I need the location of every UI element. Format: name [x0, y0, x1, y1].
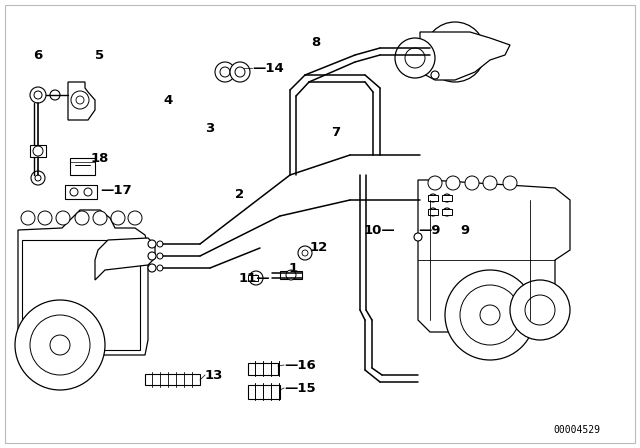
Circle shape	[220, 67, 230, 77]
Polygon shape	[95, 238, 155, 280]
Bar	[22, 240, 140, 350]
Circle shape	[33, 146, 43, 156]
Circle shape	[84, 188, 92, 196]
Circle shape	[157, 253, 163, 259]
Circle shape	[50, 90, 60, 100]
Circle shape	[21, 211, 35, 225]
Text: —16: —16	[284, 358, 316, 371]
Text: —17: —17	[100, 184, 132, 197]
Bar	[428, 209, 438, 215]
Circle shape	[302, 250, 308, 256]
Text: 7: 7	[332, 125, 340, 138]
Circle shape	[460, 285, 520, 345]
Bar	[65, 185, 97, 199]
Text: 13: 13	[205, 369, 223, 382]
Bar	[248, 363, 278, 375]
Circle shape	[428, 176, 442, 190]
Text: 2: 2	[236, 188, 244, 201]
Circle shape	[253, 275, 259, 281]
Text: 4: 4	[163, 94, 173, 107]
Circle shape	[75, 211, 89, 225]
Circle shape	[483, 176, 497, 190]
Circle shape	[235, 67, 245, 77]
Circle shape	[38, 211, 52, 225]
Bar	[442, 195, 452, 201]
Circle shape	[395, 38, 435, 78]
Circle shape	[128, 211, 142, 225]
Circle shape	[298, 246, 312, 260]
Text: 10—: 10—	[364, 224, 395, 237]
Text: —9: —9	[418, 224, 440, 237]
Circle shape	[148, 264, 156, 272]
Bar	[442, 209, 452, 215]
Text: 00004529: 00004529	[553, 425, 600, 435]
Circle shape	[148, 252, 156, 260]
Circle shape	[34, 91, 42, 99]
Circle shape	[405, 48, 425, 68]
Text: —15: —15	[284, 382, 316, 395]
Circle shape	[111, 211, 125, 225]
Bar	[280, 271, 302, 279]
Circle shape	[525, 295, 555, 325]
Text: 1: 1	[289, 262, 298, 275]
Circle shape	[157, 265, 163, 271]
Text: 9: 9	[460, 224, 470, 237]
Circle shape	[443, 194, 451, 202]
Text: 11—: 11—	[238, 271, 270, 284]
Circle shape	[286, 270, 296, 280]
Circle shape	[35, 175, 41, 181]
Polygon shape	[418, 180, 570, 332]
Circle shape	[157, 241, 163, 247]
Text: 8: 8	[312, 35, 321, 48]
Circle shape	[93, 211, 107, 225]
Circle shape	[446, 176, 460, 190]
Bar	[428, 195, 438, 201]
Text: —14: —14	[252, 61, 284, 74]
Circle shape	[70, 188, 78, 196]
Circle shape	[431, 71, 439, 79]
Circle shape	[76, 96, 84, 104]
Circle shape	[71, 91, 89, 109]
Bar	[248, 385, 280, 399]
Circle shape	[148, 240, 156, 248]
Circle shape	[414, 233, 422, 241]
Circle shape	[429, 194, 437, 202]
Text: 6: 6	[33, 48, 43, 61]
Circle shape	[447, 44, 463, 60]
Text: 5: 5	[95, 48, 104, 61]
Circle shape	[510, 280, 570, 340]
Circle shape	[425, 22, 485, 82]
Polygon shape	[68, 82, 95, 120]
Circle shape	[30, 315, 90, 375]
Circle shape	[437, 34, 473, 70]
Bar	[30, 145, 46, 157]
Circle shape	[480, 305, 500, 325]
Polygon shape	[145, 374, 200, 385]
Circle shape	[215, 62, 235, 82]
Polygon shape	[18, 210, 148, 370]
Text: 3: 3	[205, 121, 214, 134]
Circle shape	[230, 62, 250, 82]
Bar	[248, 275, 258, 281]
Circle shape	[443, 208, 451, 216]
Circle shape	[31, 171, 45, 185]
Circle shape	[503, 176, 517, 190]
Circle shape	[50, 335, 70, 355]
Polygon shape	[70, 158, 95, 175]
Circle shape	[56, 211, 70, 225]
Circle shape	[429, 208, 437, 216]
Circle shape	[15, 300, 105, 390]
Text: 12: 12	[310, 241, 328, 254]
Circle shape	[465, 176, 479, 190]
Circle shape	[249, 271, 263, 285]
Circle shape	[445, 270, 535, 360]
Polygon shape	[420, 32, 510, 80]
Text: 18: 18	[91, 151, 109, 164]
Circle shape	[30, 87, 46, 103]
